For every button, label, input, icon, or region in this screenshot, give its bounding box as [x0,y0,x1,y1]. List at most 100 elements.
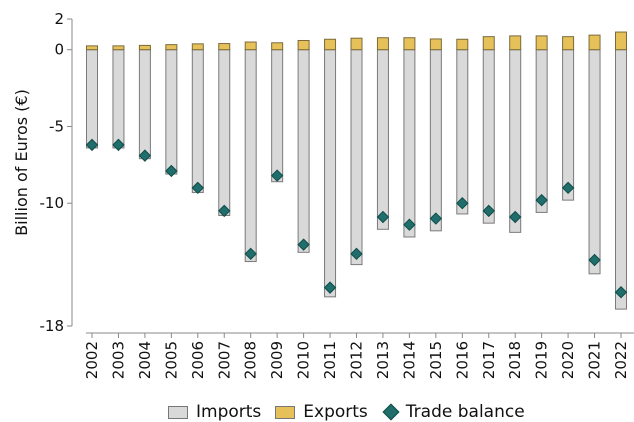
trade-balance-marker [270,169,284,182]
import-bar [86,49,98,149]
x-tick-label: 2005 [162,341,180,379]
x-tick-label: 2003 [109,341,127,379]
import-bar [562,49,575,201]
x-tick-label: 2008 [242,341,260,379]
import-bar [324,49,337,298]
markers-layer [85,138,628,299]
import-bar [376,49,389,230]
import-bar [112,49,125,149]
x-tick-label: 2010 [295,341,313,379]
import-bar [297,49,310,253]
y-tick-label: -10 [40,194,65,212]
x-tick-label: 2007 [215,341,233,379]
export-bar [562,36,575,51]
export-bar [588,34,601,51]
x-tick-label: 2011 [321,341,339,379]
x-tick-label: 2022 [612,341,630,379]
export-bar [86,45,98,51]
trade-balance-marker [165,164,178,178]
import-bar [271,49,284,183]
export-bar [615,31,627,51]
x-tick-label: 2021 [586,341,604,379]
legend-label-exports: Exports [303,402,368,422]
trade-chart: 20-5-10-18 2002 2003 2004 2005 2006 2007 2008 2… [12,10,634,379]
import-bar [429,49,442,232]
export-bar [191,43,204,51]
export-bar [456,38,469,51]
trade-balance-marker [403,218,416,231]
y-tick-label: -5 [49,117,64,135]
legend-diamond-icon [382,403,400,421]
legend-item-trade-balance: Trade balance [382,402,525,422]
trade-balance-marker [614,286,628,299]
export-bar [535,35,548,51]
y-axis-label: Billion of Euros (€) [12,89,31,236]
legend-swatch-exports [275,405,296,419]
export-bar [403,37,416,51]
trade-balance-marker [561,181,575,195]
x-tick-label: 2018 [506,341,524,379]
x-tick-label: 2017 [480,341,498,379]
bars-layer [86,31,627,310]
trade-balance-marker [376,210,390,224]
export-bar [244,41,257,51]
x-tick-label: 2020 [559,341,577,379]
trade-balance-marker [85,138,99,152]
export-bar [509,35,522,51]
y-axis: 2 0 -5 -10 -18 [40,10,73,335]
legend: Imports Exports Trade balance [168,402,539,422]
export-bar [165,44,178,51]
trade-balance-marker [482,204,495,218]
x-tick-label: 2012 [348,341,366,379]
x-tick-label: 2015 [427,341,445,379]
export-bar [138,44,151,51]
x-tick-label: 2014 [400,341,418,379]
trade-balance-marker [350,247,363,261]
legend-label-imports: Imports [196,402,262,422]
trade-balance-marker [244,247,257,261]
export-bar [350,37,363,51]
trade-balance-marker [456,196,469,210]
import-bar [456,49,469,215]
x-tick-label: 2019 [533,341,551,379]
export-bar [376,37,389,51]
import-bar [509,49,522,233]
x-tick-label: 2004 [136,341,154,379]
x-tick-label: 2013 [374,341,392,379]
y-tick-label: 2 [54,10,64,28]
x-tick-label: 2009 [268,341,286,379]
trade-balance-marker [112,138,125,152]
import-bar [403,49,416,238]
export-bar [429,38,442,51]
trade-balance-marker [508,210,522,224]
trade-balance-marker [138,149,152,162]
trade-balance-marker [429,212,443,225]
import-bar [165,49,178,175]
y-tick-label: -18 [40,317,65,335]
legend-item-exports: Exports [275,402,368,422]
export-bar [324,38,337,51]
export-bar [218,43,231,51]
import-bar [535,49,548,213]
import-bar [482,49,495,224]
trade-balance-marker [218,204,231,218]
y-tick-label: 0 [54,41,64,59]
trade-balance-marker [323,281,337,294]
export-bar [112,45,125,51]
x-tick-label: 2002 [83,341,101,379]
legend-label-trade-balance: Trade balance [405,402,525,422]
x-axis: 2002 2003 2004 2005 2006 2007 2008 2009 2010 2011… [83,332,634,379]
import-bar [244,49,257,263]
import-bar [350,49,363,266]
trade-balance-marker [191,181,205,195]
trade-balance-marker [588,253,601,267]
export-bar [297,39,310,51]
legend-swatch-imports [168,405,188,419]
legend-item-imports: Imports [168,402,261,422]
x-tick-label: 2016 [453,341,471,379]
export-bar [482,36,495,51]
x-tick-label: 2006 [189,341,207,379]
trade-balance-marker [535,193,548,207]
import-bar [615,49,627,310]
import-bar [191,49,204,193]
